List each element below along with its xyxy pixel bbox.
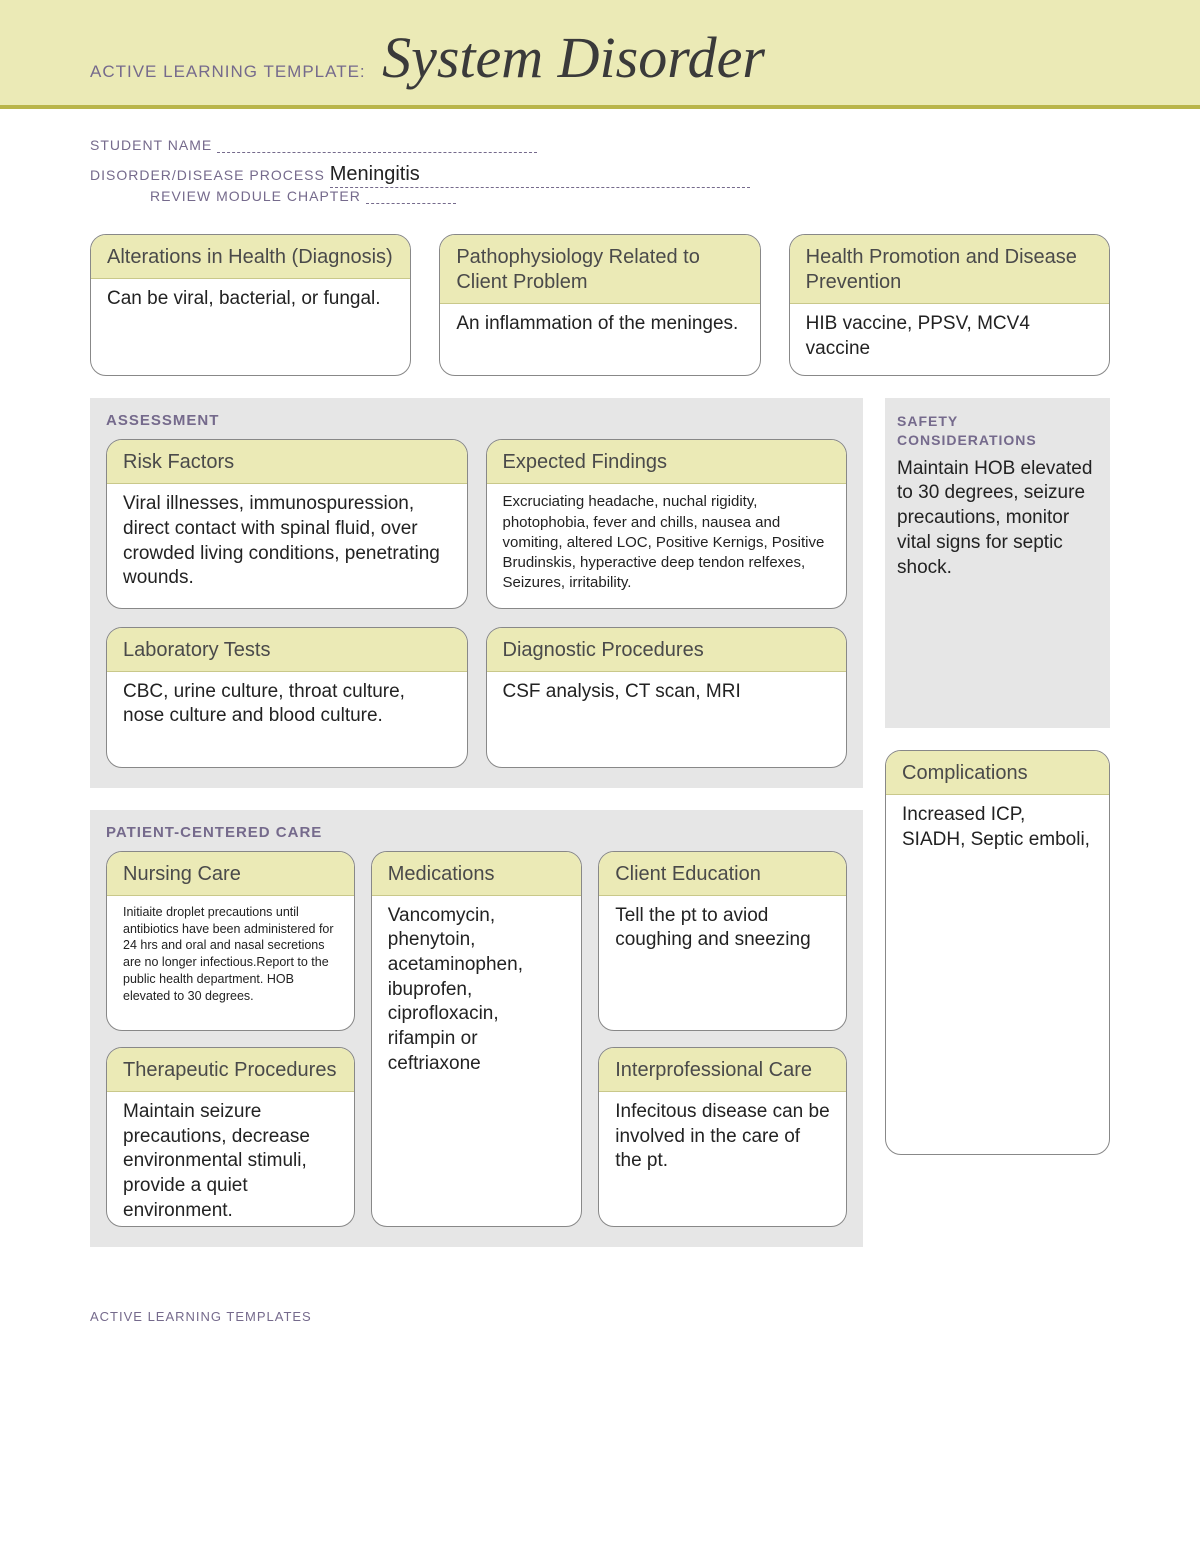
review-wrap: REVIEW MODULE CHAPTER <box>150 188 456 204</box>
content: Alterations in Health (Diagnosis) Can be… <box>0 234 1200 1269</box>
card-diag-title: Diagnostic Procedures <box>487 628 847 672</box>
card-meds-body: Vancomycin, phenytoin, acetaminophen, ib… <box>372 896 581 1096</box>
student-name-line <box>217 139 537 153</box>
card-risk-body: Viral illnesses, immunospuression, direc… <box>107 484 467 605</box>
card-education-title: Client Education <box>599 852 846 896</box>
card-therapeutic: Therapeutic Procedures Maintain seizure … <box>106 1047 355 1227</box>
review-label: REVIEW MODULE CHAPTER <box>150 188 361 204</box>
card-interprof-title: Interprofessional Care <box>599 1048 846 1092</box>
card-interprof: Interprofessional Care Infecitous diseas… <box>598 1047 847 1227</box>
pcc-col-1: Nursing Care Initiaite droplet precautio… <box>106 851 355 1228</box>
card-risk: Risk Factors Viral illnesses, immunospur… <box>106 439 468 608</box>
page-title: System Disorder <box>382 24 765 91</box>
disorder-label: DISORDER/DISEASE PROCESS <box>90 167 325 183</box>
card-findings-body: Excruciating headache, nuchal rigidity, … <box>487 484 847 607</box>
card-diag-body: CSF analysis, CT scan, MRI <box>487 672 847 767</box>
banner: ACTIVE LEARNING TEMPLATE: System Disorde… <box>0 0 1200 109</box>
card-complications: Complications Increased ICP, SIADH, Sept… <box>885 750 1110 1155</box>
card-patho-title: Pathophysiology Related to Client Proble… <box>440 235 759 304</box>
safety-section: SAFETY CONSIDERATIONS Maintain HOB eleva… <box>885 398 1110 728</box>
card-alterations-body: Can be viral, bacterial, or fungal. <box>91 279 410 349</box>
card-prevention-title: Health Promotion and Disease Prevention <box>790 235 1109 304</box>
card-education: Client Education Tell the pt to aviod co… <box>598 851 847 1031</box>
card-prevention-body: HIB vaccine, PPSV, MCV4 vaccine <box>790 304 1109 375</box>
pcc-col-3: Client Education Tell the pt to aviod co… <box>598 851 847 1228</box>
card-patho-body: An inflammation of the meninges. <box>440 304 759 374</box>
card-complications-body: Increased ICP, SIADH, Septic emboli, <box>886 795 1109 866</box>
card-diag: Diagnostic Procedures CSF analysis, CT s… <box>486 627 848 768</box>
pcc-grid: Nursing Care Initiaite droplet precautio… <box>106 851 847 1228</box>
review-line <box>366 190 456 204</box>
left-column: ASSESSMENT Risk Factors Viral illnesses,… <box>90 398 863 1269</box>
card-nursing-body: Initiaite droplet precautions until anti… <box>107 896 354 1019</box>
pcc-section: PATIENT-CENTERED CARE Nursing Care Initi… <box>90 810 863 1248</box>
card-labs-title: Laboratory Tests <box>107 628 467 672</box>
card-meds: Medications Vancomycin, phenytoin, aceta… <box>371 851 582 1228</box>
pcc-label: PATIENT-CENTERED CARE <box>106 824 847 841</box>
right-column: SAFETY CONSIDERATIONS Maintain HOB eleva… <box>885 398 1110 1269</box>
safety-label: SAFETY CONSIDERATIONS <box>897 412 1098 448</box>
card-prevention: Health Promotion and Disease Prevention … <box>789 234 1110 376</box>
page: ACTIVE LEARNING TEMPLATE: System Disorde… <box>0 0 1200 1364</box>
card-complications-title: Complications <box>886 751 1109 795</box>
card-interprof-body: Infecitous disease can be involved in th… <box>599 1092 846 1222</box>
meta-section: STUDENT NAME DISORDER/DISEASE PROCESS Me… <box>0 109 1200 234</box>
disorder-row: DISORDER/DISEASE PROCESS Meningitis REVI… <box>90 163 1110 204</box>
card-findings: Expected Findings Excruciating headache,… <box>486 439 848 608</box>
footer-text: ACTIVE LEARNING TEMPLATES <box>90 1309 312 1324</box>
disorder-value: Meningitis <box>330 163 750 188</box>
student-name-label: STUDENT NAME <box>90 137 212 153</box>
card-findings-title: Expected Findings <box>487 440 847 484</box>
card-alterations: Alterations in Health (Diagnosis) Can be… <box>90 234 411 376</box>
main-wrap: ASSESSMENT Risk Factors Viral illnesses,… <box>90 398 1110 1269</box>
card-meds-title: Medications <box>372 852 581 896</box>
assessment-label: ASSESSMENT <box>106 412 847 429</box>
card-labs-body: CBC, urine culture, throat culture, nose… <box>107 672 467 767</box>
assessment-section: ASSESSMENT Risk Factors Viral illnesses,… <box>90 398 863 787</box>
card-therapeutic-title: Therapeutic Procedures <box>107 1048 354 1092</box>
template-label: ACTIVE LEARNING TEMPLATE: <box>90 62 366 82</box>
card-nursing-title: Nursing Care <box>107 852 354 896</box>
pcc-col-2: Medications Vancomycin, phenytoin, aceta… <box>371 851 582 1228</box>
footer: ACTIVE LEARNING TEMPLATES <box>0 1269 1200 1324</box>
card-alterations-title: Alterations in Health (Diagnosis) <box>91 235 410 279</box>
card-risk-title: Risk Factors <box>107 440 467 484</box>
card-nursing: Nursing Care Initiaite droplet precautio… <box>106 851 355 1031</box>
card-therapeutic-body: Maintain seizure precautions, decrease e… <box>107 1092 354 1227</box>
card-patho: Pathophysiology Related to Client Proble… <box>439 234 760 376</box>
assessment-grid: Risk Factors Viral illnesses, immunospur… <box>106 439 847 767</box>
student-name-row: STUDENT NAME <box>90 137 1110 153</box>
safety-body: Maintain HOB elevated to 30 degrees, sei… <box>897 457 1098 580</box>
card-education-body: Tell the pt to aviod coughing and sneezi… <box>599 896 846 1011</box>
top-row: Alterations in Health (Diagnosis) Can be… <box>90 234 1110 376</box>
card-labs: Laboratory Tests CBC, urine culture, thr… <box>106 627 468 768</box>
